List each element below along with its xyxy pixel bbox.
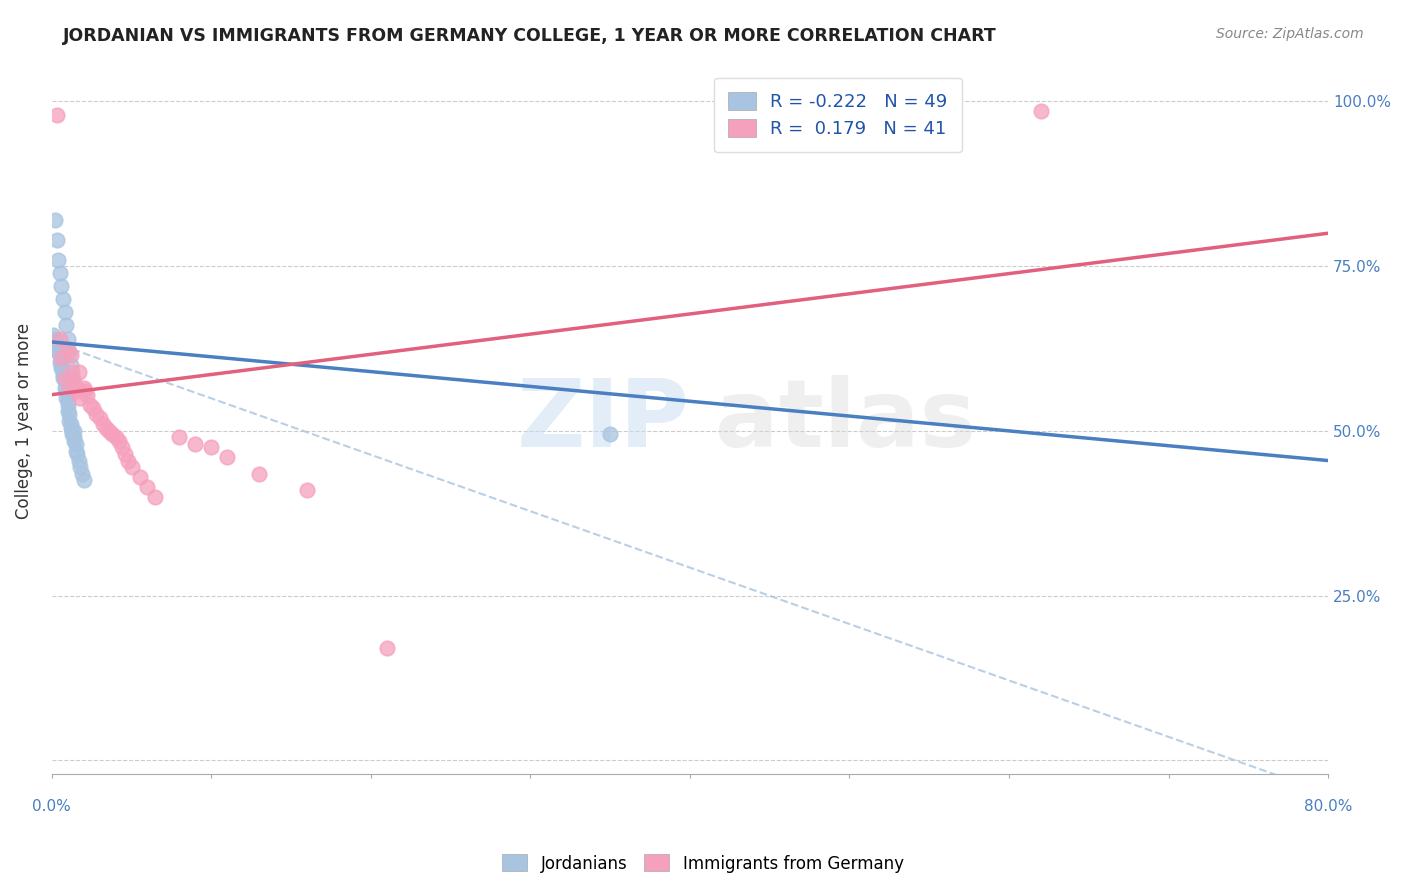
Point bbox=[1029, 104, 1052, 119]
Point bbox=[53, 371, 76, 385]
Point bbox=[46, 344, 69, 359]
Point bbox=[101, 427, 124, 442]
Point bbox=[375, 641, 398, 656]
Point bbox=[59, 348, 82, 362]
Point bbox=[62, 365, 84, 379]
Point bbox=[48, 332, 70, 346]
Text: atlas: atlas bbox=[716, 375, 977, 467]
Point bbox=[52, 365, 75, 379]
Point bbox=[52, 368, 75, 382]
Point bbox=[107, 434, 129, 448]
Point bbox=[53, 381, 76, 395]
Point bbox=[89, 410, 111, 425]
Point bbox=[70, 467, 93, 481]
Point bbox=[117, 453, 139, 467]
Point bbox=[58, 377, 80, 392]
Point bbox=[44, 332, 66, 346]
Point bbox=[56, 404, 79, 418]
Text: Source: ZipAtlas.com: Source: ZipAtlas.com bbox=[1216, 27, 1364, 41]
Point bbox=[56, 398, 79, 412]
Point bbox=[98, 424, 121, 438]
Point bbox=[75, 384, 97, 399]
Point bbox=[56, 342, 79, 356]
Text: JORDANIAN VS IMMIGRANTS FROM GERMANY COLLEGE, 1 YEAR OR MORE CORRELATION CHART: JORDANIAN VS IMMIGRANTS FROM GERMANY COL… bbox=[63, 27, 997, 45]
Point bbox=[56, 394, 79, 409]
Point bbox=[67, 453, 90, 467]
Point bbox=[73, 381, 96, 395]
Point bbox=[104, 430, 127, 444]
Point bbox=[65, 384, 87, 399]
Point bbox=[53, 375, 76, 389]
Point bbox=[73, 473, 96, 487]
Point bbox=[62, 371, 84, 385]
Text: ZIP: ZIP bbox=[517, 375, 690, 467]
Point bbox=[62, 424, 84, 438]
Point bbox=[66, 381, 89, 395]
Point bbox=[44, 213, 66, 227]
Point bbox=[69, 391, 91, 405]
Point bbox=[599, 427, 621, 442]
Point bbox=[63, 434, 86, 448]
Point bbox=[58, 344, 80, 359]
Point bbox=[247, 467, 270, 481]
Point bbox=[44, 334, 66, 349]
Point bbox=[51, 279, 73, 293]
Point bbox=[53, 305, 76, 319]
Point bbox=[114, 447, 136, 461]
Point bbox=[65, 437, 87, 451]
Point bbox=[63, 424, 86, 438]
Point bbox=[48, 348, 70, 362]
Legend: R = -0.222   N = 49, R =  0.179   N = 41: R = -0.222 N = 49, R = 0.179 N = 41 bbox=[714, 78, 962, 153]
Point bbox=[58, 414, 80, 428]
Point bbox=[66, 447, 89, 461]
Point bbox=[45, 233, 67, 247]
Point bbox=[200, 441, 222, 455]
Point bbox=[76, 387, 98, 401]
Point bbox=[184, 437, 207, 451]
Point bbox=[58, 408, 80, 422]
Point bbox=[51, 351, 73, 366]
Point bbox=[52, 371, 75, 385]
Point bbox=[82, 401, 104, 415]
Point bbox=[79, 398, 101, 412]
Point bbox=[42, 328, 65, 343]
Point bbox=[48, 355, 70, 369]
Point bbox=[136, 480, 159, 494]
Point bbox=[63, 430, 86, 444]
Point bbox=[59, 358, 82, 372]
Point bbox=[111, 441, 134, 455]
Point bbox=[46, 342, 69, 356]
Point bbox=[51, 358, 73, 372]
Point bbox=[94, 420, 117, 434]
Point bbox=[45, 108, 67, 122]
Point bbox=[52, 292, 75, 306]
Text: 0.0%: 0.0% bbox=[32, 799, 72, 814]
Point bbox=[295, 483, 318, 498]
Point bbox=[55, 318, 77, 333]
Point bbox=[145, 490, 167, 504]
Point bbox=[69, 460, 91, 475]
Point bbox=[217, 450, 239, 465]
Point bbox=[121, 460, 143, 475]
Point bbox=[56, 332, 79, 346]
Point bbox=[48, 266, 70, 280]
Point bbox=[59, 420, 82, 434]
Point bbox=[59, 417, 82, 432]
Text: 80.0%: 80.0% bbox=[1303, 799, 1353, 814]
Point bbox=[128, 470, 150, 484]
Point bbox=[65, 443, 87, 458]
Point bbox=[86, 408, 108, 422]
Point bbox=[91, 417, 114, 432]
Point bbox=[63, 375, 86, 389]
Point bbox=[51, 361, 73, 376]
Point bbox=[62, 427, 84, 442]
Point bbox=[45, 338, 67, 352]
Point bbox=[55, 384, 77, 399]
Point bbox=[169, 430, 191, 444]
Y-axis label: College, 1 year or more: College, 1 year or more bbox=[15, 323, 32, 519]
Legend: Jordanians, Immigrants from Germany: Jordanians, Immigrants from Germany bbox=[496, 847, 910, 880]
Point bbox=[67, 365, 90, 379]
Point bbox=[46, 252, 69, 267]
Point bbox=[55, 391, 77, 405]
